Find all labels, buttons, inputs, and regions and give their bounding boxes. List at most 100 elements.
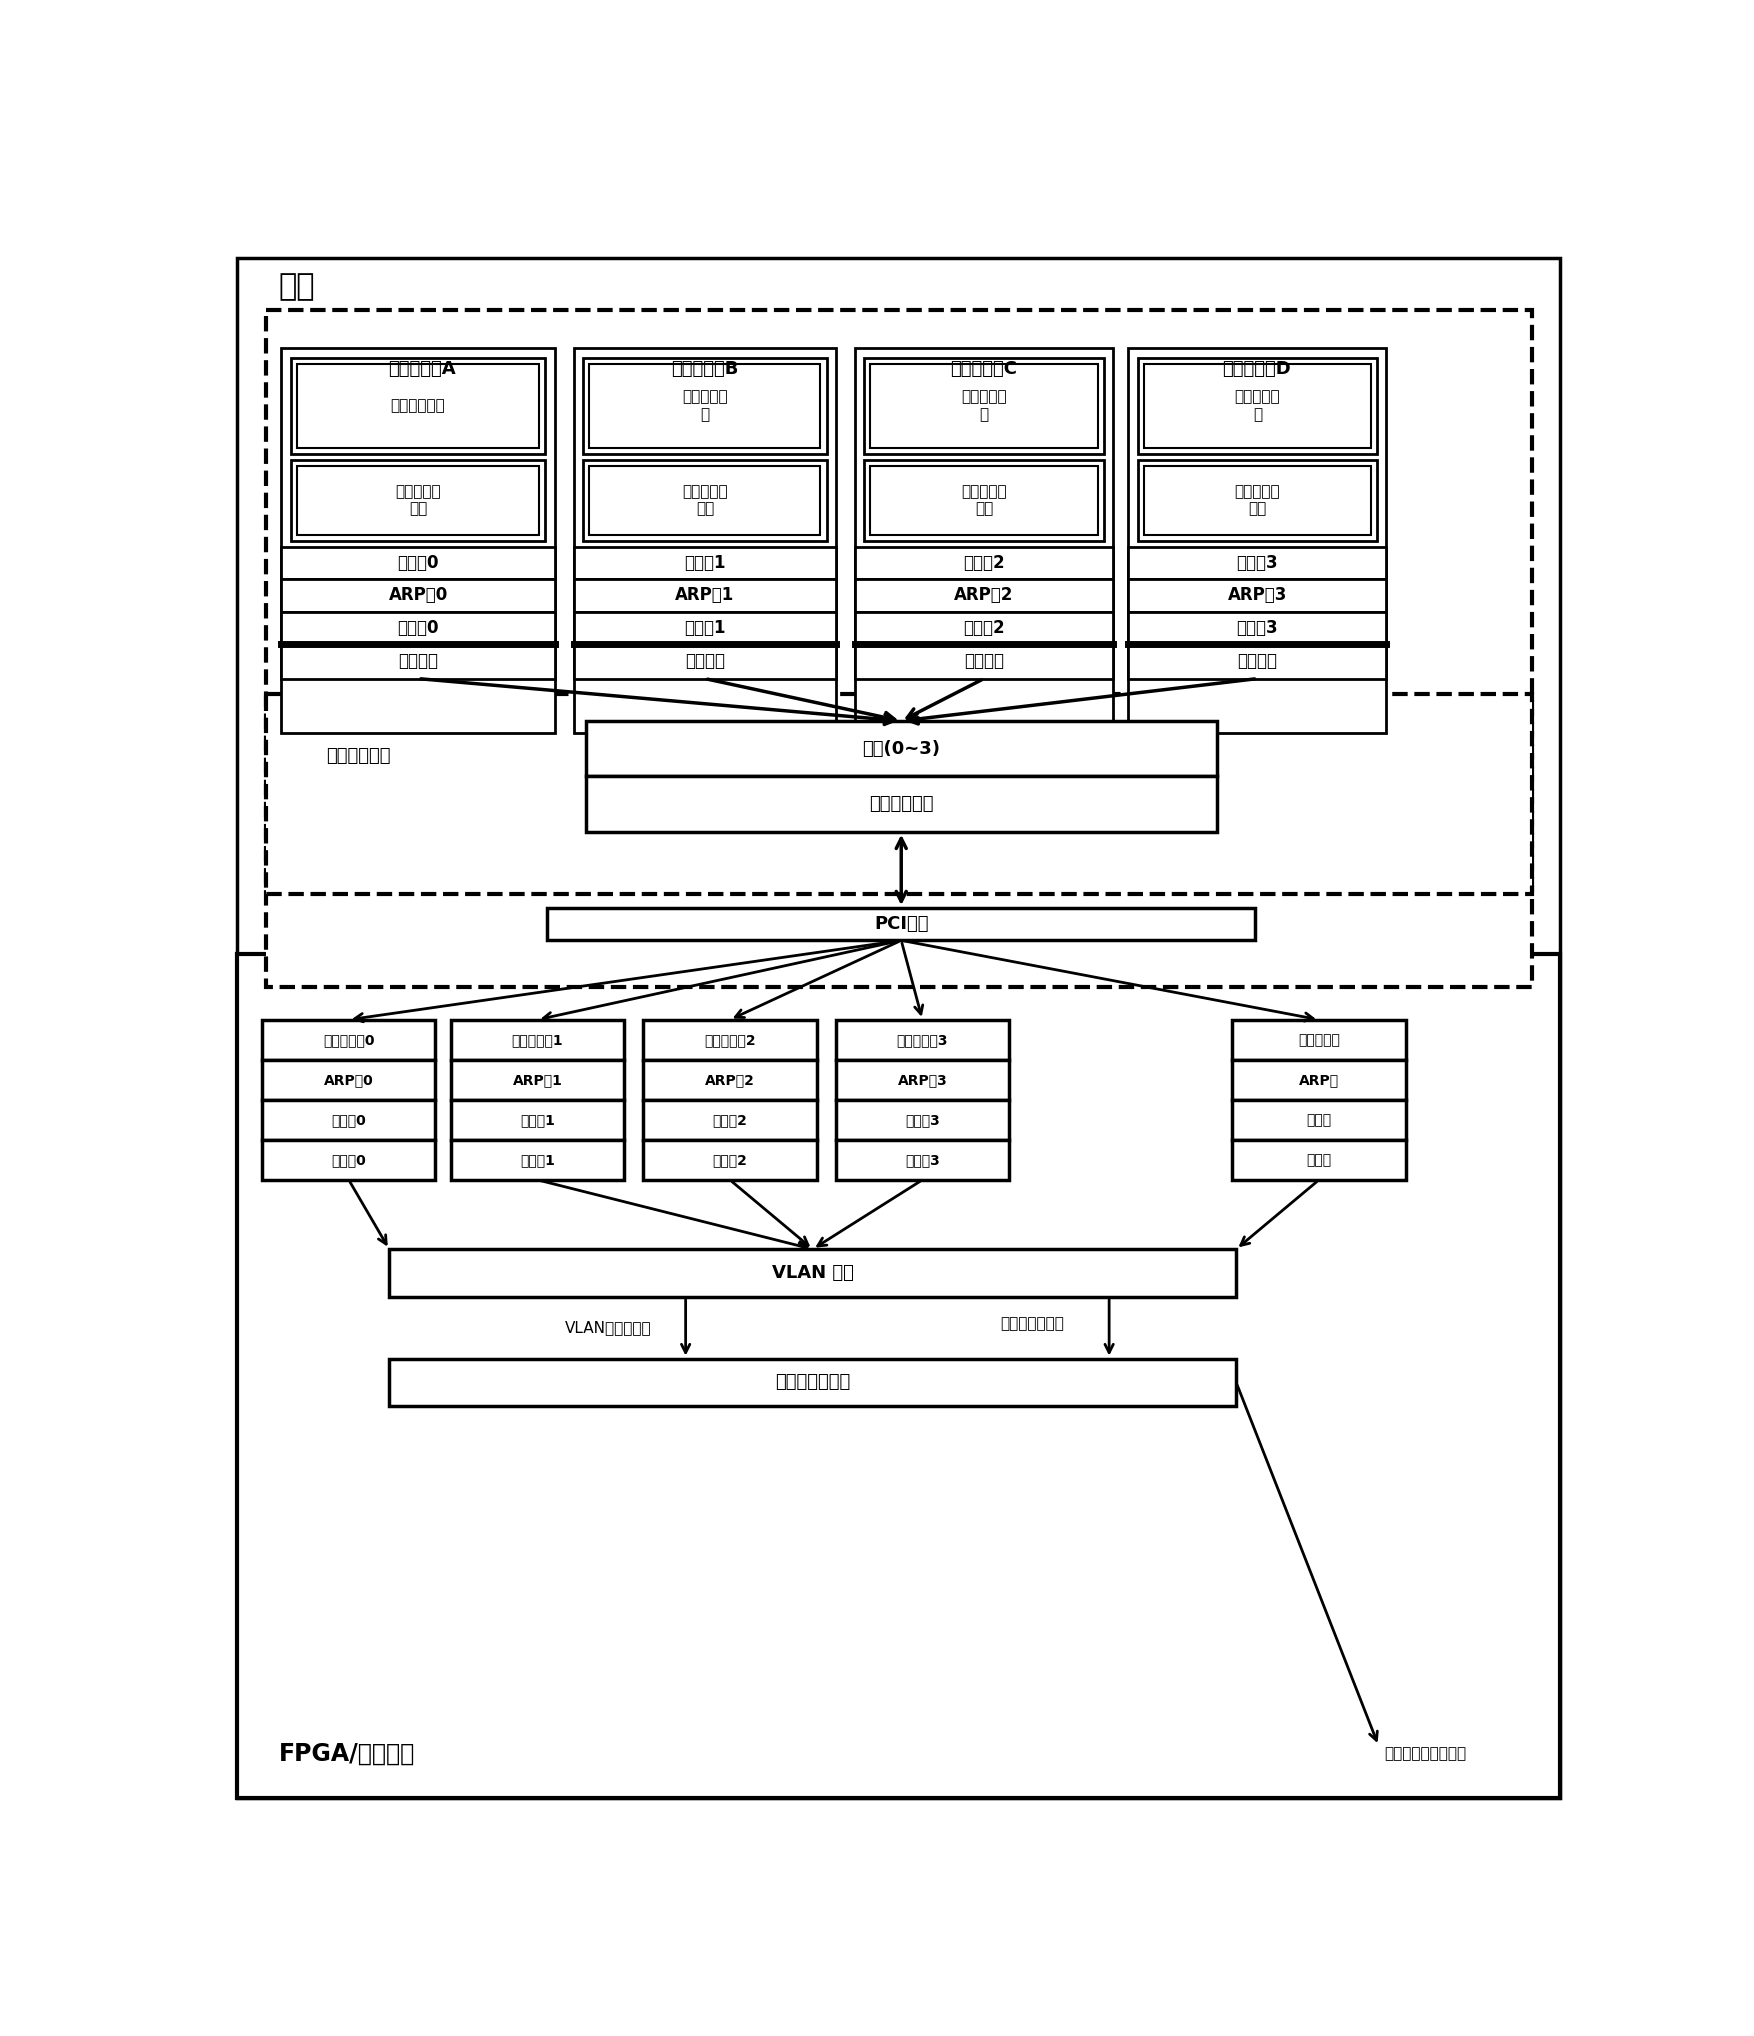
Bar xyxy=(237,955,1561,1798)
Text: 寄存器接口0: 寄存器接口0 xyxy=(323,1032,375,1047)
Bar xyxy=(589,466,821,535)
Text: 数据包处理
模块: 数据包处理 模块 xyxy=(1235,485,1280,517)
Text: 虚拟机单元B: 虚拟机单元B xyxy=(672,360,738,379)
Bar xyxy=(837,1140,1009,1181)
Bar xyxy=(574,580,837,611)
Text: 路由协议模
块: 路由协议模 块 xyxy=(1235,389,1280,421)
Text: ARP表0: ARP表0 xyxy=(324,1073,374,1087)
Bar xyxy=(1128,580,1386,611)
Text: 路由表2: 路由表2 xyxy=(712,1114,747,1126)
Text: 主机控制单元: 主机控制单元 xyxy=(326,747,391,766)
Bar xyxy=(451,1020,624,1061)
Bar xyxy=(1144,466,1372,535)
Bar xyxy=(1233,1140,1405,1181)
Text: 端口表0: 端口表0 xyxy=(398,554,438,572)
Bar xyxy=(586,721,1217,776)
Bar xyxy=(281,348,554,733)
Bar xyxy=(281,580,554,611)
Bar xyxy=(589,364,821,448)
Text: ARP表2: ARP表2 xyxy=(705,1073,754,1087)
Text: 数据包处理
模块: 数据包处理 模块 xyxy=(682,485,728,517)
Bar xyxy=(296,364,538,448)
Text: PCI总线: PCI总线 xyxy=(873,916,928,932)
Bar xyxy=(574,611,837,643)
Text: 寄存器接口2: 寄存器接口2 xyxy=(703,1032,756,1047)
Text: VLAN 过滤: VLAN 过滤 xyxy=(772,1264,854,1283)
Bar xyxy=(261,1061,435,1099)
Text: 路由协议模块: 路由协议模块 xyxy=(391,399,446,413)
Text: 虚拟机单元A: 虚拟机单元A xyxy=(388,360,456,379)
Bar xyxy=(854,643,1114,678)
Text: 寄存器接口3: 寄存器接口3 xyxy=(896,1032,949,1047)
Text: 路由表3: 路由表3 xyxy=(1237,619,1279,637)
Text: 端口表2: 端口表2 xyxy=(963,554,1005,572)
Text: 端口表1: 端口表1 xyxy=(519,1152,554,1167)
Bar xyxy=(281,548,554,580)
Text: FPGA/数据平面: FPGA/数据平面 xyxy=(279,1741,416,1765)
Bar xyxy=(586,776,1217,833)
Bar xyxy=(1233,1020,1405,1061)
Bar xyxy=(547,908,1256,941)
Bar xyxy=(854,580,1114,611)
Bar xyxy=(261,1099,435,1140)
Bar xyxy=(644,1061,817,1099)
Text: ARP表3: ARP表3 xyxy=(1228,586,1287,605)
Bar xyxy=(267,309,1531,987)
Bar xyxy=(854,548,1114,580)
Text: VLAN格式数据包: VLAN格式数据包 xyxy=(565,1319,652,1336)
Bar xyxy=(854,348,1114,733)
Bar xyxy=(389,1250,1237,1297)
Text: 端口表3: 端口表3 xyxy=(1237,554,1279,572)
Bar xyxy=(644,1140,817,1181)
Bar xyxy=(281,611,554,643)
Text: 主机: 主机 xyxy=(279,273,316,301)
Bar xyxy=(837,1020,1009,1061)
Text: ARP表3: ARP表3 xyxy=(898,1073,947,1087)
Bar xyxy=(865,358,1103,454)
Bar xyxy=(1233,1061,1405,1099)
Bar xyxy=(291,460,545,542)
Text: 路由协议模
块: 路由协议模 块 xyxy=(682,389,728,421)
Bar xyxy=(1128,548,1386,580)
Text: 网络接口: 网络接口 xyxy=(965,652,1003,670)
Bar xyxy=(1128,348,1386,733)
Bar xyxy=(870,364,1098,448)
Bar xyxy=(837,1099,1009,1140)
Bar xyxy=(644,1020,817,1061)
Text: 网络接口: 网络接口 xyxy=(684,652,724,670)
Text: 虚拟机单元D: 虚拟机单元D xyxy=(1223,360,1291,379)
Text: 路由表: 路由表 xyxy=(1307,1114,1331,1126)
Bar xyxy=(1144,364,1372,448)
Bar xyxy=(574,548,837,580)
Text: 端口表3: 端口表3 xyxy=(905,1152,940,1167)
Text: 寄存器接口1: 寄存器接口1 xyxy=(512,1032,563,1047)
Bar xyxy=(574,348,837,733)
Bar xyxy=(870,466,1098,535)
Bar xyxy=(854,611,1114,643)
Bar xyxy=(291,358,545,454)
Bar xyxy=(837,1061,1009,1099)
Text: 寄存器接口: 寄存器接口 xyxy=(1298,1032,1340,1047)
Text: 端口表1: 端口表1 xyxy=(684,554,726,572)
Bar xyxy=(574,643,837,678)
Bar xyxy=(267,694,1531,894)
Text: 网桥(0~3): 网桥(0~3) xyxy=(863,739,940,757)
Text: 端口表: 端口表 xyxy=(1307,1152,1331,1167)
Text: 端口表2: 端口表2 xyxy=(712,1152,747,1167)
Text: 网络接口: 网络接口 xyxy=(1237,652,1277,670)
Text: ARP表: ARP表 xyxy=(1300,1073,1338,1087)
Text: 路由表1: 路由表1 xyxy=(519,1114,554,1126)
Bar xyxy=(584,460,826,542)
Text: 普通格式数据包: 普通格式数据包 xyxy=(1000,1317,1065,1332)
Text: 端口表0: 端口表0 xyxy=(332,1152,367,1167)
Bar xyxy=(451,1099,624,1140)
Text: 管理配置模块: 管理配置模块 xyxy=(868,796,933,812)
Text: 路由表1: 路由表1 xyxy=(684,619,726,637)
Bar xyxy=(1138,460,1377,542)
Text: 路由表2: 路由表2 xyxy=(963,619,1005,637)
Text: 路由协议模
块: 路由协议模 块 xyxy=(961,389,1007,421)
Bar xyxy=(451,1140,624,1181)
Bar xyxy=(261,1020,435,1061)
Text: 数据包类型识别: 数据包类型识别 xyxy=(775,1374,851,1391)
Bar xyxy=(1233,1099,1405,1140)
